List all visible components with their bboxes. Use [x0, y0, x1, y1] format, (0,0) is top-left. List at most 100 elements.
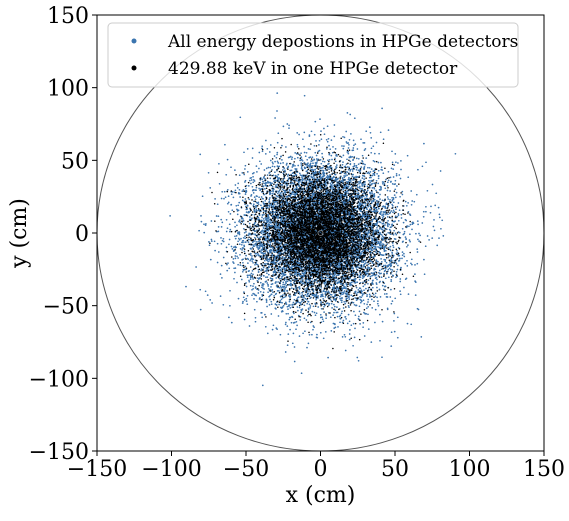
point-all-depositions: [386, 307, 389, 310]
point-all-depositions: [414, 273, 416, 275]
point-all-depositions: [270, 293, 273, 296]
point-all-depositions: [414, 281, 417, 283]
point-all-depositions: [345, 130, 348, 133]
point-all-depositions: [296, 143, 299, 146]
point-all-depositions: [390, 280, 393, 283]
point-all-depositions: [390, 167, 393, 170]
point-all-depositions: [387, 276, 390, 279]
point-all-depositions: [344, 315, 347, 318]
point-all-depositions: [351, 168, 354, 170]
point-all-depositions: [260, 312, 262, 314]
point-all-depositions: [209, 299, 212, 301]
point-all-depositions: [384, 264, 387, 267]
point-all-depositions: [290, 321, 293, 324]
point-all-depositions: [254, 240, 256, 242]
point-all-depositions: [267, 260, 269, 263]
point-all-depositions: [401, 193, 404, 196]
point-all-depositions: [327, 312, 330, 314]
point-all-depositions: [330, 302, 333, 305]
point-all-depositions: [239, 247, 242, 250]
point-all-depositions: [366, 295, 368, 298]
point-all-depositions: [370, 176, 372, 179]
point-all-depositions: [203, 231, 206, 234]
point-all-depositions: [401, 251, 404, 253]
point-all-depositions: [368, 183, 371, 186]
point-all-depositions: [228, 267, 231, 270]
point-all-depositions: [273, 180, 275, 183]
point-all-depositions: [281, 144, 283, 147]
point-all-depositions: [380, 261, 383, 263]
point-all-depositions: [360, 138, 362, 141]
point-all-depositions: [287, 308, 289, 310]
point-all-depositions: [261, 316, 264, 319]
point-all-depositions: [348, 333, 351, 335]
point-all-depositions: [325, 317, 327, 320]
point-all-depositions: [377, 161, 380, 164]
point-all-depositions: [390, 288, 392, 291]
point-all-depositions: [334, 309, 337, 312]
point-all-depositions: [263, 213, 265, 216]
point-all-depositions: [244, 237, 247, 240]
point-all-depositions: [403, 252, 405, 255]
point-all-depositions: [411, 228, 413, 231]
point-all-depositions: [277, 315, 280, 317]
point-all-depositions: [318, 144, 320, 146]
point-all-depositions: [390, 259, 392, 261]
point-all-depositions: [312, 328, 314, 331]
point-all-depositions: [394, 238, 397, 240]
point-all-depositions: [264, 313, 266, 316]
point-all-depositions: [295, 270, 298, 272]
point-all-depositions: [380, 187, 382, 190]
point-all-depositions: [239, 221, 242, 224]
point-all-depositions: [251, 246, 254, 249]
point-all-depositions: [382, 138, 385, 141]
point-all-depositions: [410, 190, 413, 192]
point-all-depositions: [252, 203, 255, 206]
point-all-depositions: [262, 285, 264, 287]
point-all-depositions: [274, 293, 277, 296]
point-all-depositions: [310, 130, 313, 133]
point-all-depositions: [294, 164, 296, 167]
point-all-depositions: [269, 234, 272, 237]
point-all-depositions: [231, 209, 234, 212]
point-all-depositions: [392, 176, 395, 178]
point-all-depositions: [225, 173, 228, 176]
point-all-depositions: [381, 216, 384, 219]
point-all-depositions: [257, 203, 260, 206]
point-all-depositions: [353, 303, 356, 306]
point-all-depositions: [199, 308, 202, 311]
point-all-depositions: [331, 158, 333, 161]
point-all-depositions: [357, 359, 360, 362]
point-all-depositions: [356, 166, 359, 169]
point-all-depositions: [315, 154, 318, 157]
point-all-depositions: [264, 153, 267, 155]
point-all-depositions: [348, 138, 351, 141]
point-all-depositions: [195, 266, 197, 268]
point-all-depositions: [328, 158, 331, 161]
point-all-depositions: [339, 321, 341, 324]
point-all-depositions: [330, 139, 333, 141]
point-all-depositions: [342, 154, 345, 157]
point-all-depositions: [314, 168, 316, 171]
point-all-depositions: [356, 148, 359, 150]
point-all-depositions: [325, 138, 328, 141]
point-all-depositions: [249, 278, 252, 280]
point-all-depositions: [375, 141, 378, 144]
point-all-depositions: [361, 192, 364, 195]
point-all-depositions: [241, 239, 244, 242]
point-all-depositions: [289, 316, 292, 319]
point-all-depositions: [404, 200, 407, 203]
point-all-depositions: [284, 323, 287, 326]
point-all-depositions: [405, 238, 407, 240]
point-all-depositions: [348, 143, 350, 146]
point-all-depositions: [251, 157, 254, 159]
point-all-depositions: [259, 189, 261, 192]
point-all-depositions: [416, 262, 419, 265]
point-all-depositions: [276, 192, 279, 195]
point-all-depositions: [374, 292, 377, 295]
point-all-depositions: [343, 172, 346, 175]
point-all-depositions: [361, 154, 364, 157]
point-all-depositions: [224, 196, 227, 199]
point-all-depositions: [397, 260, 400, 262]
point-all-depositions: [267, 273, 270, 276]
